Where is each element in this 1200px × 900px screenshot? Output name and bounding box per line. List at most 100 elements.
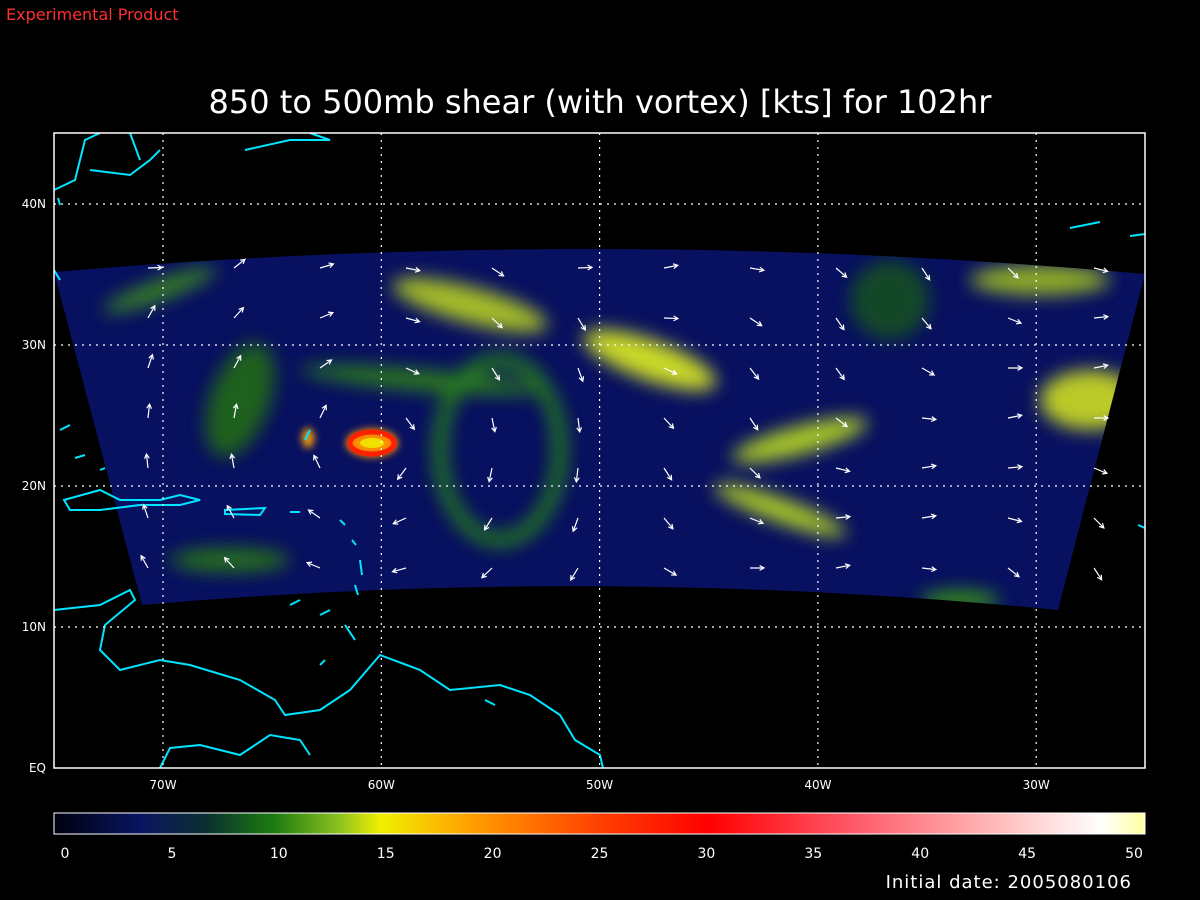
lat-label: 30N — [22, 338, 46, 352]
vector-arrow — [835, 417, 849, 428]
vector-arrow — [405, 417, 416, 431]
vector-arrow — [319, 262, 335, 269]
vector-arrow — [1093, 467, 1109, 475]
vector-arrow — [1007, 364, 1024, 371]
colorbar-label: 30 — [697, 846, 715, 862]
vector-arrow — [576, 417, 583, 434]
vector-arrow — [147, 353, 154, 369]
vector-arrow — [229, 452, 236, 469]
vector-arrow — [663, 263, 679, 270]
vector-arrow — [749, 417, 759, 431]
lat-label: EQ — [29, 761, 46, 775]
graticule — [54, 133, 1145, 768]
vector-arrow — [405, 267, 421, 273]
vector-arrow — [491, 317, 504, 329]
vector-arrow — [319, 359, 333, 369]
lon-label: 60W — [368, 778, 395, 792]
vector-arrow — [921, 367, 936, 376]
vector-arrow — [749, 266, 766, 273]
vector-arrow — [921, 513, 938, 520]
colorbar-label: 0 — [61, 846, 70, 862]
vector-arrow — [491, 367, 501, 381]
experimental-label: Experimental Product — [6, 5, 179, 24]
vector-arrow — [1007, 413, 1023, 419]
vector-arrow — [233, 306, 245, 319]
vector-arrow — [226, 504, 235, 519]
vector-arrow — [142, 503, 149, 519]
vector-arrow — [749, 565, 766, 571]
vector-arrow — [1007, 267, 1019, 279]
vector-arrow — [147, 264, 164, 271]
shear-vectors — [140, 258, 1110, 582]
vector-arrow — [143, 452, 150, 469]
colorbar-label: 25 — [591, 846, 609, 862]
vector-arrow — [835, 267, 848, 278]
vector-arrow — [571, 517, 579, 533]
colorbar-label: 5 — [167, 846, 176, 862]
vector-arrow — [305, 561, 321, 569]
colorbar-label: 50 — [1125, 846, 1143, 862]
vector-arrow — [835, 514, 852, 520]
vector-arrow — [491, 417, 497, 433]
vector-arrow — [921, 566, 938, 573]
vector-arrow — [396, 467, 407, 481]
vector-arrow — [232, 402, 239, 419]
vector-arrow — [1007, 317, 1023, 325]
map-title: 850 to 500mb shear (with vortex) [kts] f… — [209, 83, 993, 121]
vector-arrow — [405, 317, 421, 324]
vector-arrow — [147, 304, 156, 319]
colorbar-label: 45 — [1018, 846, 1036, 862]
colorbar-label: 20 — [484, 846, 502, 862]
vector-arrow — [392, 517, 407, 525]
lon-label: 50W — [586, 778, 613, 792]
vector-arrow — [663, 517, 674, 530]
vector-arrow — [1093, 567, 1103, 581]
vector-arrow — [1093, 415, 1110, 421]
lat-label: 20N — [22, 479, 46, 493]
vector-arrow — [835, 317, 845, 331]
vector-arrow — [307, 509, 321, 519]
vector-arrow — [1093, 517, 1105, 529]
vector-arrow — [663, 567, 678, 576]
vector-arrow — [319, 311, 335, 319]
vector-arrow — [835, 467, 851, 474]
vector-arrow — [233, 258, 246, 269]
vector-arrow — [577, 264, 594, 271]
vector-arrow — [483, 517, 493, 531]
lat-label: 40N — [22, 197, 46, 211]
vector-arrow — [835, 563, 851, 569]
vector-arrow — [921, 317, 932, 330]
vector-arrow — [570, 567, 579, 582]
vector-arrow — [663, 367, 678, 375]
lon-label: 40W — [804, 778, 831, 792]
vector-arrow — [1007, 567, 1020, 578]
vector-arrow — [223, 556, 235, 569]
lon-label: 30W — [1023, 778, 1050, 792]
coastlines — [53, 132, 1146, 769]
lon-label: 70W — [149, 778, 176, 792]
vector-arrow — [405, 367, 420, 375]
initial-date: Initial date: 2005080106 — [886, 872, 1132, 893]
vector-arrow — [921, 267, 931, 281]
vector-arrow — [921, 463, 938, 470]
vector-arrow — [491, 267, 505, 277]
colorbar-label: 15 — [377, 846, 395, 862]
vector-arrow — [749, 467, 761, 479]
vector-arrow — [573, 467, 580, 484]
map-frame — [53, 132, 1146, 769]
vector-arrow — [749, 517, 765, 525]
lat-label: 10N — [22, 620, 46, 634]
vector-arrow — [480, 567, 493, 579]
colorbar-label: 40 — [911, 846, 929, 862]
colorbar-label: 10 — [270, 846, 288, 862]
vector-arrow — [1093, 363, 1109, 369]
vector-arrow — [663, 417, 675, 430]
vector-arrow — [835, 367, 845, 381]
vector-arrow — [921, 416, 938, 422]
colorbar-ticks: 0 5 10 15 20 25 30 35 40 45 50 — [61, 846, 1143, 862]
vector-arrow — [319, 404, 327, 419]
vector-arrow — [749, 317, 763, 327]
vector-arrow — [233, 354, 242, 369]
vector-arrow — [146, 402, 153, 419]
